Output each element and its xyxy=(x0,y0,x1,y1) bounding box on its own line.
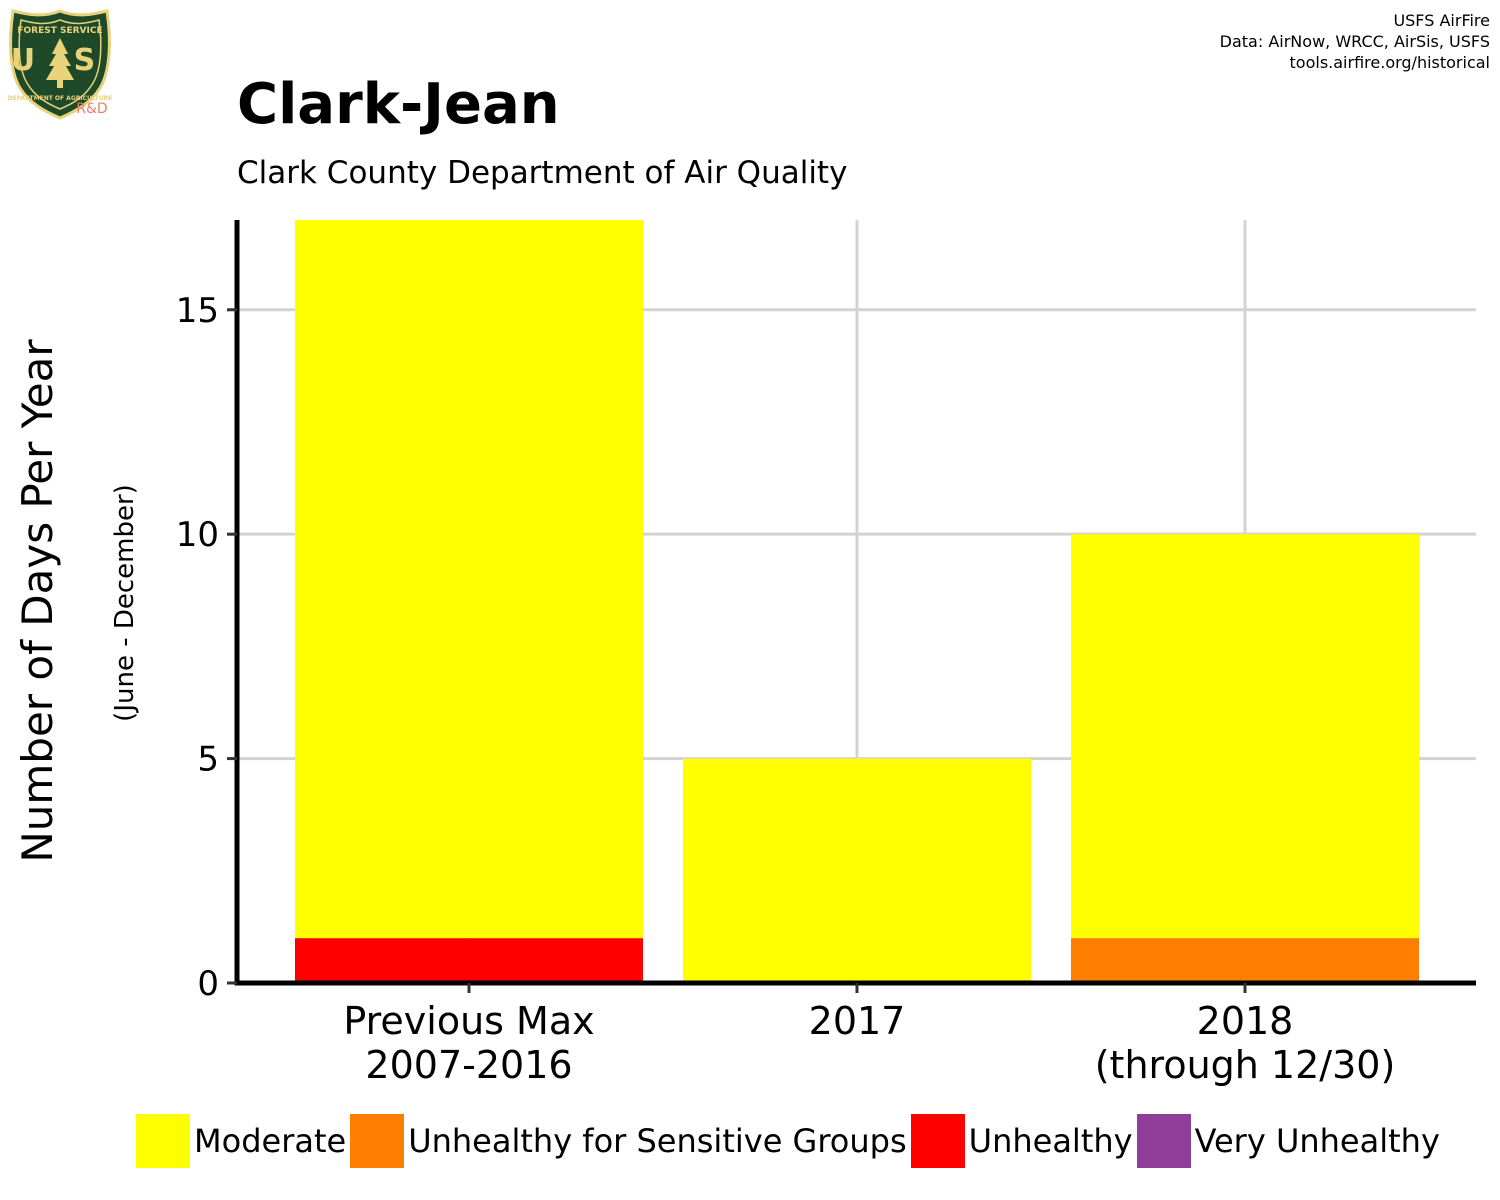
x-tick-label-line: 2007-2016 xyxy=(365,1043,572,1087)
y-axis-subtitle: (June - December) xyxy=(110,484,140,722)
x-tick-label-line: (through 12/30) xyxy=(1095,1043,1396,1087)
credit-line: USFS AirFire xyxy=(1393,11,1490,30)
y-tick-label: 5 xyxy=(197,740,219,780)
tree-icon xyxy=(46,38,74,88)
bar-segment xyxy=(683,758,1031,983)
x-tick-label: 2018 (through 12/30) xyxy=(1095,999,1396,1087)
legend-label: Moderate xyxy=(194,1122,347,1160)
bar-segment xyxy=(295,938,643,983)
y-tick-label: 10 xyxy=(176,515,219,555)
chart-subtitle: Clark County Department of Air Quality xyxy=(237,155,848,191)
x-tick-label-line: 2018 xyxy=(1197,999,1294,1043)
credit-line: Data: AirNow, WRCC, AirSis, USFS xyxy=(1219,32,1490,51)
x-tick-label: Previous Max 2007-2016 xyxy=(343,999,594,1087)
credit-line: tools.airfire.org/historical xyxy=(1289,53,1490,72)
legend-item: Unhealthy xyxy=(910,1114,1133,1168)
logo-bottom-text: DEPARTMENT OF AGRICULTURE xyxy=(8,95,112,102)
legend: Moderate Unhealthy for Sensitive Groups Un… xyxy=(136,1113,1444,1169)
legend-item: Very Unhealthy xyxy=(1136,1114,1440,1168)
legend-swatch xyxy=(350,1114,405,1168)
x-tick-label-line: 2017 xyxy=(809,999,906,1043)
x-tick-label: 2017 xyxy=(809,999,906,1043)
y-tick-label: 15 xyxy=(176,291,219,331)
credits: USFS AirFire Data: AirNow, WRCC, AirSis,… xyxy=(1220,10,1490,73)
legend-swatch xyxy=(910,1114,965,1168)
legend-swatch xyxy=(1136,1114,1191,1168)
logo-tag: R&D xyxy=(76,101,107,117)
usfs-shield-logo: FOREST SERVICE U S DEPARTMENT OF AGRICUL… xyxy=(8,8,112,120)
legend-item: Unhealthy for Sensitive Groups xyxy=(350,1114,907,1168)
bar-segment xyxy=(1071,938,1419,983)
bar-segment xyxy=(295,220,643,939)
logo-top-text: FOREST SERVICE xyxy=(17,26,102,36)
x-tick-label-line: Previous Max xyxy=(343,999,594,1043)
bar-chart: 0 5 10 15 Previous Max 2007-2016 2017 2018 (thro… xyxy=(13,220,1476,1087)
chart-title: Clark-Jean xyxy=(237,72,560,137)
legend-label: Very Unhealthy xyxy=(1194,1122,1440,1160)
legend-swatch xyxy=(136,1114,190,1168)
bar-segment xyxy=(1071,534,1419,939)
legend-item: Moderate xyxy=(136,1114,346,1168)
legend-label: Unhealthy for Sensitive Groups xyxy=(408,1122,907,1160)
legend-label: Unhealthy xyxy=(968,1122,1133,1160)
y-axis-title: Number of Days Per Year xyxy=(13,339,62,863)
y-tick-label: 0 xyxy=(197,964,219,1004)
